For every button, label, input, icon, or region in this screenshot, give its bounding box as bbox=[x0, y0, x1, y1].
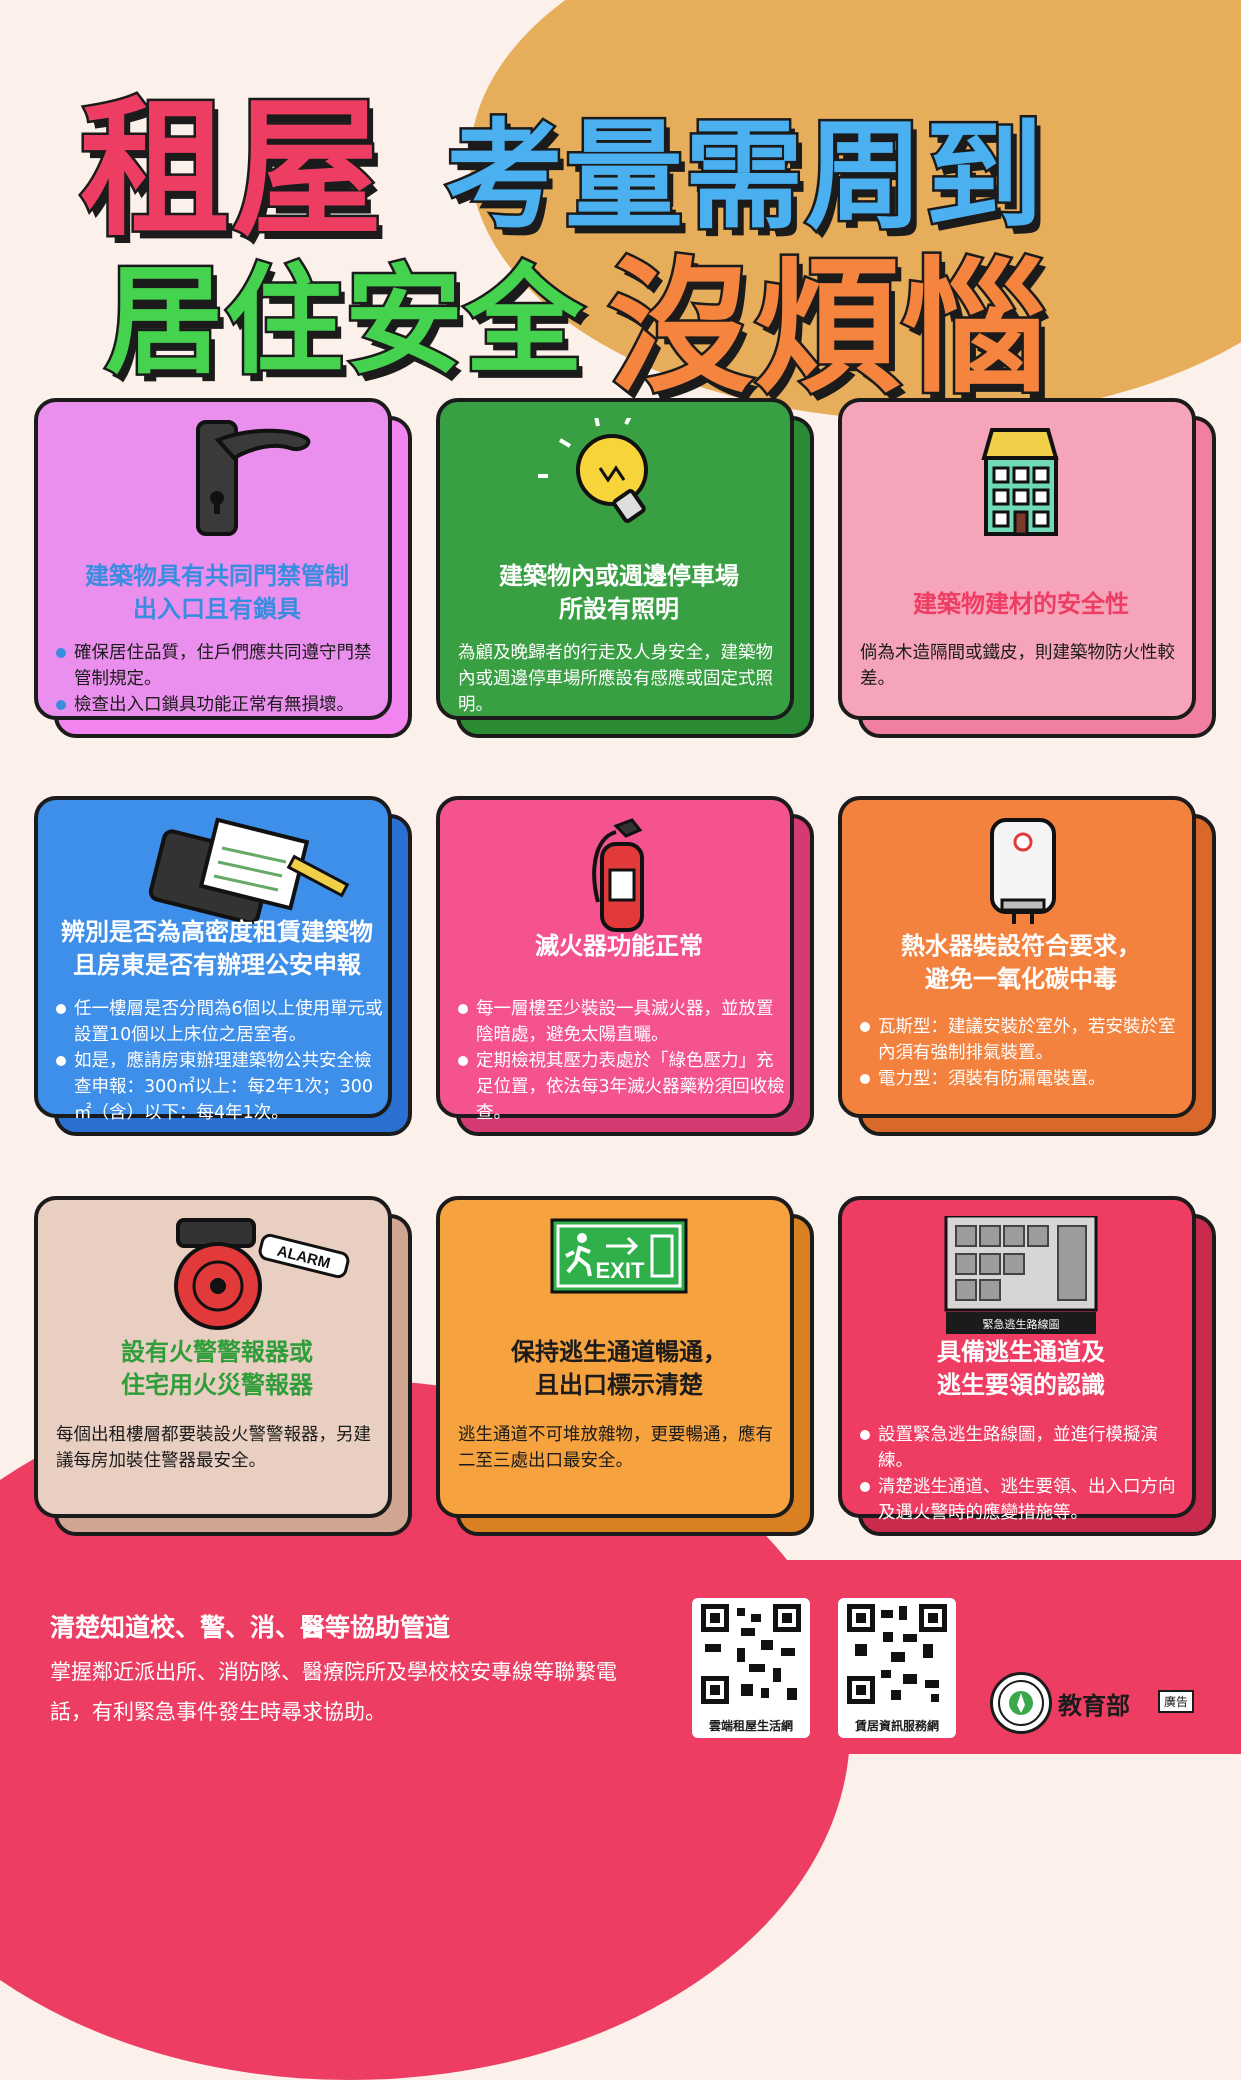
qr-label: 雲端租屋生活網 bbox=[708, 1719, 793, 1733]
list-item: 清楚逃生通道、逃生要領、出入口方向及遇火警時的應變措施等。 bbox=[860, 1474, 1190, 1526]
card-body: 倘為木造隔間或鐵皮，則建築物防火性較差。 bbox=[860, 640, 1190, 692]
qr-code-icon bbox=[701, 1604, 801, 1704]
list-item: 檢查出入口鎖具功能正常有無損壞。 bbox=[56, 692, 386, 718]
card-body: 任一樓層是否分間為6個以上使用單元或設置10個以上床位之居室者。 如是，應請房東… bbox=[56, 996, 386, 1126]
lightbulb-icon bbox=[440, 415, 798, 538]
card-title: 辨別是否為高密度租賃建築物 且房東是否有辦理公安申報 bbox=[61, 918, 373, 979]
card-title: 滅火器功能正常 bbox=[535, 932, 703, 960]
card-text: 每個出租樓層都要裝設火警警報器，另建議每房加裝住警器最安全。 bbox=[56, 1425, 371, 1471]
footer-heading: 清楚知道校、警、消、醫等協助管道 bbox=[50, 1613, 451, 1642]
list-item: 定期檢視其壓力表處於「綠色壓力」充足位置，依法每3年滅火器藥粉須回收檢查。 bbox=[458, 1048, 788, 1126]
card-title: 建築物具有共同門禁管制 出入口且有鎖具 bbox=[85, 562, 349, 623]
card-text: 倘為木造隔間或鐵皮，則建築物防火性較差。 bbox=[860, 643, 1175, 689]
qr-code-icon bbox=[847, 1604, 947, 1704]
card-title: 建築物內或週邊停車場 所設有照明 bbox=[499, 562, 739, 623]
card-body: 為顧及晚歸者的行走及人身安全，建築物內或週邊停車場所應設有感應或固定式照明。 bbox=[458, 640, 788, 718]
card-title: 熱水器裝設符合要求， 避免一氧化碳中毒 bbox=[901, 932, 1141, 993]
title-consider: 考量需周到 bbox=[442, 105, 1046, 248]
qr-code-rental-life[interactable]: 雲端租屋生活網 bbox=[692, 1598, 810, 1738]
card-text: 為顧及晚歸者的行走及人身安全，建築物內或週邊停車場所應設有感應或固定式照明。 bbox=[458, 643, 773, 715]
title-no-worry: 沒煩惱 bbox=[606, 242, 1050, 416]
card-body: 逃生通道不可堆放雜物，更要暢通，應有二至三處出口最安全。 bbox=[458, 1422, 788, 1474]
list-item: 如是，應請房東辦理建築物公共安全檢查申報：300㎡以上：每2年1次；300㎡（含… bbox=[56, 1048, 386, 1126]
documents-icon bbox=[38, 816, 396, 936]
title-rent: 租屋 bbox=[77, 81, 385, 260]
card-title: 建築物建材的安全性 bbox=[913, 590, 1129, 618]
card-title: 具備逃生通道及 逃生要領的認識 bbox=[937, 1338, 1105, 1399]
ministry-logo-icon bbox=[990, 1672, 1052, 1734]
qr-label: 賃居資訊服務網 bbox=[854, 1719, 939, 1733]
map-label: 緊急逃生路線圖 bbox=[983, 1317, 1060, 1331]
card-lighting: 建築物內或週邊停車場 所設有照明 為顧及晚歸者的行走及人身安全，建築物內或週邊停… bbox=[436, 398, 814, 738]
list-item: 瓦斯型：建議安裝於室外，若安裝於室內須有強制排氣裝置。 bbox=[860, 1014, 1190, 1066]
alarm-bell-icon: ALARM bbox=[38, 1216, 396, 1336]
card-access-control: 建築物具有共同門禁管制 出入口且有鎖具 確保居住品質，住戶們應共同遵守門禁管制規… bbox=[34, 398, 412, 738]
house-icon bbox=[842, 418, 1200, 538]
title-safety: 居住安全 bbox=[102, 250, 586, 393]
card-escape-route: EXIT 保持逃生通道暢通， 且出口標示清楚 逃生通道不可堆放雜物，更要暢通，應… bbox=[436, 1196, 814, 1536]
card-building-materials: 建築物建材的安全性 倘為木造隔間或鐵皮，則建築物防火性較差。 bbox=[838, 398, 1216, 738]
list-item: 設置緊急逃生路線圖，並進行模擬演練。 bbox=[860, 1422, 1190, 1474]
qr-code-rental-info[interactable]: 賃居資訊服務網 bbox=[838, 1598, 956, 1738]
exit-label: EXIT bbox=[596, 1258, 645, 1283]
list-item: 確保居住品質，住戶們應共同遵守門禁管制規定。 bbox=[56, 640, 386, 692]
fire-extinguisher-icon bbox=[440, 816, 798, 936]
card-text: 逃生通道不可堆放雜物，更要暢通，應有二至三處出口最安全。 bbox=[458, 1425, 773, 1471]
card-fire-alarm: ALARM 設有火警警報器或 住宅用火災警報器 每個出租樓層都要裝設火警警報器，… bbox=[34, 1196, 412, 1536]
evacuation-map-icon: 緊急逃生路線圖 bbox=[842, 1214, 1200, 1336]
card-fire-extinguisher: 滅火器功能正常 每一層樓至少裝設一具滅火器，並放置陰暗處，避免太陽直曬。 定期檢… bbox=[436, 796, 814, 1136]
card-body: 確保居住品質，住戶們應共同遵守門禁管制規定。 檢查出入口鎖具功能正常有無損壞。 bbox=[56, 640, 386, 718]
card-title: 保持逃生通道暢通， 且出口標示清楚 bbox=[511, 1338, 727, 1399]
card-body: 瓦斯型：建議安裝於室外，若安裝於室內須有強制排氣裝置。 電力型：須裝有防漏電裝置… bbox=[860, 1014, 1190, 1092]
list-item: 電力型：須裝有防漏電裝置。 bbox=[860, 1066, 1190, 1092]
card-title: 設有火警警報器或 住宅用火災警報器 bbox=[121, 1338, 313, 1399]
card-water-heater: 熱水器裝設符合要求， 避免一氧化碳中毒 瓦斯型：建議安裝於室外，若安裝於室內須有… bbox=[838, 796, 1216, 1136]
door-handle-icon bbox=[38, 418, 396, 538]
card-evacuation-knowledge: 緊急逃生路線圖 具備逃生通道及 逃生要領的認識 設置緊急逃生路線圖，並進行模擬演… bbox=[838, 1196, 1216, 1536]
footer-text: 掌握鄰近派出所、消防隊、醫療院所及學校校安專線等聯繫電話，有利緊急事件發生時尋求… bbox=[50, 1660, 617, 1724]
list-item: 每一層樓至少裝設一具滅火器，並放置陰暗處，避免太陽直曬。 bbox=[458, 996, 788, 1048]
water-heater-icon bbox=[842, 816, 1200, 936]
ad-badge: 廣告 bbox=[1158, 1690, 1195, 1713]
card-body: 每一層樓至少裝設一具滅火器，並放置陰暗處，避免太陽直曬。 定期檢視其壓力表處於「… bbox=[458, 996, 788, 1126]
exit-sign-icon: EXIT bbox=[440, 1216, 798, 1336]
card-body: 設置緊急逃生路線圖，並進行模擬演練。 清楚逃生通道、逃生要領、出入口方向及遇火警… bbox=[860, 1422, 1190, 1526]
card-body: 每個出租樓層都要裝設火警警報器，另建議每房加裝住警器最安全。 bbox=[56, 1422, 386, 1474]
ministry-name: 教育部 bbox=[1058, 1692, 1130, 1720]
card-high-density: 辨別是否為高密度租賃建築物 且房東是否有辦理公安申報 任一樓層是否分間為6個以上… bbox=[34, 796, 412, 1136]
list-item: 任一樓層是否分間為6個以上使用單元或設置10個以上床位之居室者。 bbox=[56, 996, 386, 1048]
